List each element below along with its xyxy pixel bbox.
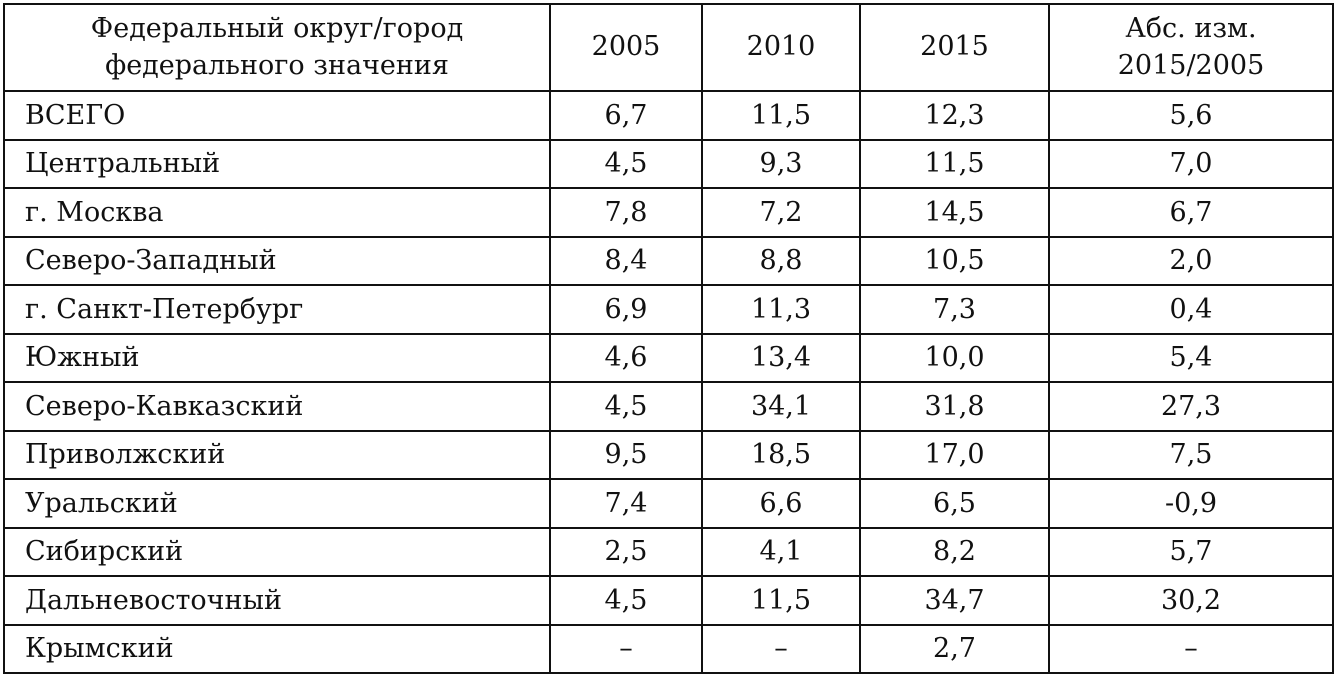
region-cell: ВСЕГО [3,90,551,141]
header-row: Федеральный округ/город федерального знач… [3,3,1334,92]
region-cell: г. Санкт-Петербург [3,284,551,335]
value-2005-cell: 6,9 [549,284,703,335]
value-2010-cell: 11,5 [701,575,861,626]
value-2005-cell: 4,5 [549,381,703,432]
header-2015: 2015 [859,3,1050,92]
value-2010-cell: 6,6 [701,478,861,529]
value-2015-cell: 17,0 [859,429,1050,480]
region-cell: Приволжский [3,429,551,480]
table-row: Уральский 7,4 6,6 6,5 -0,9 [3,478,1334,529]
value-2015-cell: 12,3 [859,90,1050,141]
value-2005-cell: 4,5 [549,575,703,626]
region-cell: Уральский [3,478,551,529]
data-table: Федеральный округ/город федерального знач… [3,3,1334,674]
value-2015-cell: 10,0 [859,332,1050,383]
region-cell: Центральный [3,138,551,189]
value-2010-cell: – [701,623,861,674]
table-row: Центральный 4,5 9,3 11,5 7,0 [3,138,1334,189]
region-cell: Южный [3,332,551,383]
table-row: г. Москва 7,8 7,2 14,5 6,7 [3,187,1334,238]
value-2015-cell: 6,5 [859,478,1050,529]
value-2005-cell: – [549,623,703,674]
value-2015-cell: 11,5 [859,138,1050,189]
header-2005: 2005 [549,3,703,92]
value-2015-cell: 7,3 [859,284,1050,335]
header-text-line: Абс. изм. [1125,13,1257,45]
table-row: Северо-Западный 8,4 8,8 10,5 2,0 [3,235,1334,286]
table-row: ВСЕГО 6,7 11,5 12,3 5,6 [3,90,1334,141]
region-cell: Северо-Кавказский [3,381,551,432]
region-cell: г. Москва [3,187,551,238]
value-2005-cell: 4,6 [549,332,703,383]
table-row: Приволжский 9,5 18,5 17,0 7,5 [3,429,1334,480]
value-2005-cell: 7,8 [549,187,703,238]
header-abs-change: Абс. изм. 2015/2005 [1048,3,1334,92]
value-2005-cell: 4,5 [549,138,703,189]
value-2010-cell: 11,5 [701,90,861,141]
table-row: Северо-Кавказский 4,5 34,1 31,8 27,3 [3,381,1334,432]
table-body: ВСЕГО 6,7 11,5 12,3 5,6 Центральный 4,5 9,3 11,5… [3,90,1334,674]
header-text-line: 2015 [920,31,989,63]
value-2015-cell: 14,5 [859,187,1050,238]
value-2005-cell: 7,4 [549,478,703,529]
abs-change-cell: 5,4 [1048,332,1334,383]
table-row: Сибирский 2,5 4,1 8,2 5,7 [3,526,1334,577]
abs-change-cell: 7,0 [1048,138,1334,189]
value-2010-cell: 4,1 [701,526,861,577]
abs-change-cell: 5,7 [1048,526,1334,577]
abs-change-cell: 5,6 [1048,90,1334,141]
region-cell: Крымский [3,623,551,674]
region-cell: Дальневосточный [3,575,551,626]
header-2010: 2010 [701,3,861,92]
value-2005-cell: 9,5 [549,429,703,480]
header-region: Федеральный округ/город федерального знач… [3,3,551,92]
value-2005-cell: 2,5 [549,526,703,577]
value-2010-cell: 13,4 [701,332,861,383]
value-2015-cell: 34,7 [859,575,1050,626]
region-cell: Сибирский [3,526,551,577]
abs-change-cell: 0,4 [1048,284,1334,335]
header-text-line: 2005 [591,31,661,63]
abs-change-cell: 6,7 [1048,187,1334,238]
header-text-line: федерального значения [105,49,449,81]
abs-change-cell: 7,5 [1048,429,1334,480]
header-text-line: 2015/2005 [1117,49,1265,81]
value-2010-cell: 11,3 [701,284,861,335]
table-row: Крымский – –2,7– [3,623,1334,674]
table-row: Дальневосточный 4,5 11,5 34,7 30,2 [3,575,1334,626]
value-2015-cell: 2,7 [859,623,1050,674]
value-2010-cell: 9,3 [701,138,861,189]
abs-change-cell: -0,9 [1048,478,1334,529]
table-row: г. Санкт-Петербург 6,9 11,3 7,3 0,4 [3,284,1334,335]
value-2010-cell: 7,2 [701,187,861,238]
table-row: Южный 4,6 13,4 10,0 5,4 [3,332,1334,383]
abs-change-cell: 30,2 [1048,575,1334,626]
value-2005-cell: 8,4 [549,235,703,286]
abs-change-cell: 2,0 [1048,235,1334,286]
abs-change-cell: 27,3 [1048,381,1334,432]
table-header: Федеральный округ/город федерального знач… [3,3,1334,92]
region-cell: Северо-Западный [3,235,551,286]
header-text-line: Федеральный округ/город [90,13,464,45]
value-2010-cell: 18,5 [701,429,861,480]
abs-change-cell: – [1048,623,1334,674]
value-2015-cell: 31,8 [859,381,1050,432]
value-2010-cell: 34,1 [701,381,861,432]
value-2005-cell: 6,7 [549,90,703,141]
header-text-line: 2010 [746,31,816,63]
value-2015-cell: 8,2 [859,526,1050,577]
value-2015-cell: 10,5 [859,235,1050,286]
value-2010-cell: 8,8 [701,235,861,286]
